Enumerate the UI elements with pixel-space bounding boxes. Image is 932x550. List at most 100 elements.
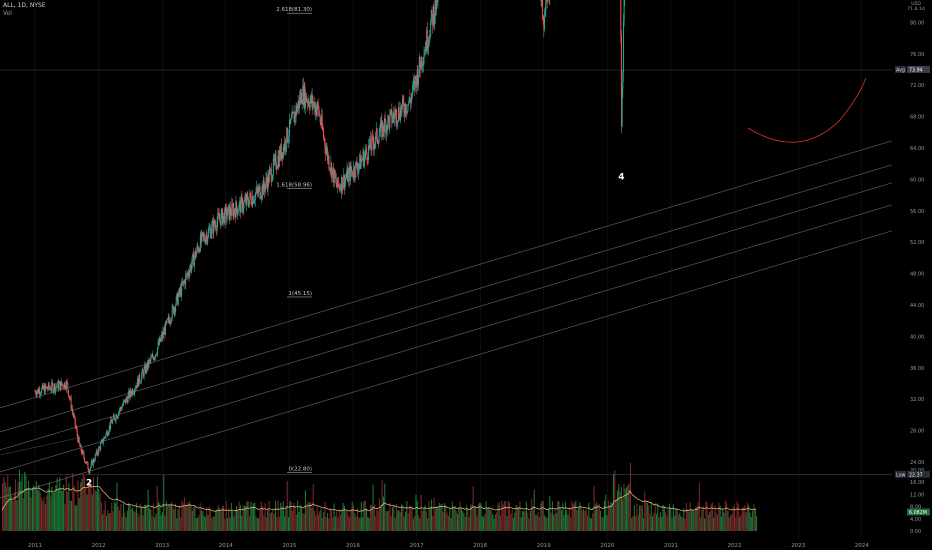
volume-bar bbox=[186, 502, 188, 531]
volume-bar bbox=[86, 494, 88, 531]
candle-body bbox=[253, 201, 255, 204]
candle-body bbox=[213, 220, 215, 226]
candle-body bbox=[106, 431, 108, 436]
candle-body bbox=[142, 371, 144, 377]
volume-bar bbox=[262, 505, 264, 531]
volume-bar bbox=[676, 510, 678, 531]
volume-bar bbox=[381, 480, 383, 531]
candle-body bbox=[282, 146, 284, 158]
time-axis: 2011 2012 2013 2014 2015 2016 2017 2018 2019 2020… bbox=[28, 543, 869, 549]
volume-bar bbox=[34, 487, 36, 531]
candle-body bbox=[300, 92, 302, 102]
volume-bar bbox=[406, 500, 408, 531]
candle-body bbox=[325, 150, 327, 154]
volume-bar bbox=[112, 511, 114, 531]
candle-body bbox=[205, 238, 207, 244]
volume-bar bbox=[360, 501, 362, 531]
candle-body bbox=[208, 229, 210, 230]
volume-bar bbox=[433, 497, 435, 531]
candle-body bbox=[264, 184, 266, 192]
volume-bar bbox=[732, 506, 734, 531]
candle-body bbox=[313, 104, 315, 107]
candle-body bbox=[179, 289, 181, 294]
candle-body bbox=[231, 203, 233, 216]
candle-body bbox=[68, 396, 70, 398]
candle-body bbox=[138, 374, 140, 387]
candle-body bbox=[406, 111, 408, 112]
candle-body bbox=[104, 437, 106, 438]
volume-bar bbox=[98, 488, 100, 531]
volume-bar bbox=[57, 489, 59, 531]
volume-bar bbox=[710, 503, 712, 531]
candle-body bbox=[136, 378, 138, 388]
volume-bar bbox=[408, 505, 410, 531]
volume-bar bbox=[588, 502, 590, 531]
volume-bar bbox=[423, 509, 425, 531]
price-tick: 32.00 bbox=[910, 397, 924, 403]
volume-bar bbox=[275, 500, 277, 531]
candle-body bbox=[280, 144, 282, 159]
volume-bar bbox=[304, 490, 306, 531]
candle-body bbox=[73, 415, 75, 417]
volume-bar bbox=[463, 513, 465, 531]
candle-body bbox=[44, 384, 46, 394]
volume-bar bbox=[254, 502, 256, 531]
volume-bar bbox=[632, 515, 634, 531]
candle-body bbox=[547, 0, 549, 2]
candle-body bbox=[404, 103, 406, 115]
candle-body bbox=[279, 150, 281, 159]
volume-bar bbox=[574, 502, 576, 531]
time-tick: 2012 bbox=[92, 543, 106, 549]
volume-bar bbox=[405, 511, 407, 531]
candle-body bbox=[55, 386, 57, 388]
candle-body bbox=[88, 468, 90, 472]
candle-body bbox=[306, 100, 308, 104]
candle-body bbox=[420, 56, 422, 70]
candle-body bbox=[67, 389, 69, 397]
candle-body bbox=[203, 235, 205, 240]
candle-body bbox=[365, 148, 367, 154]
volume-bar bbox=[646, 502, 648, 531]
price-tick: 40.00 bbox=[910, 334, 924, 340]
candle-body bbox=[108, 425, 110, 433]
candle-body bbox=[258, 187, 260, 193]
volume-bar bbox=[492, 514, 494, 531]
candle-body bbox=[354, 175, 356, 178]
volume-bar bbox=[545, 517, 547, 531]
volume-bar bbox=[325, 517, 327, 531]
candle-body bbox=[387, 115, 389, 130]
volume-bar bbox=[484, 514, 486, 531]
volume-bar bbox=[78, 498, 80, 531]
volume-bar bbox=[129, 504, 131, 531]
candle-body bbox=[420, 66, 422, 70]
candle-body bbox=[314, 102, 316, 114]
volume-bar bbox=[691, 510, 693, 531]
candle-body bbox=[227, 207, 229, 216]
candle-body bbox=[248, 202, 250, 207]
candle-body bbox=[331, 162, 333, 179]
candle-body bbox=[90, 462, 92, 467]
volume-bar bbox=[154, 517, 156, 531]
volume-bar bbox=[704, 518, 706, 531]
volume-bar bbox=[740, 514, 742, 531]
volume-bar bbox=[713, 517, 715, 531]
candle-body bbox=[135, 385, 137, 389]
volume-bar bbox=[472, 486, 474, 531]
volume-bar bbox=[237, 511, 239, 531]
candle-body bbox=[349, 167, 351, 182]
volume-bar bbox=[332, 517, 334, 531]
candle-body bbox=[38, 389, 40, 394]
candle-body bbox=[175, 296, 177, 306]
candle-body bbox=[351, 171, 353, 172]
candle-body bbox=[212, 220, 214, 234]
symbol-title: ALL, 1D, NYSE bbox=[3, 2, 46, 9]
candle-body bbox=[426, 30, 428, 51]
candle-body bbox=[313, 102, 315, 105]
candle-body bbox=[109, 425, 111, 429]
volume-bar bbox=[362, 517, 364, 531]
volume-bar bbox=[615, 499, 617, 531]
candle-body bbox=[167, 319, 169, 320]
candle-body bbox=[98, 447, 100, 448]
volume-bar bbox=[661, 516, 663, 531]
